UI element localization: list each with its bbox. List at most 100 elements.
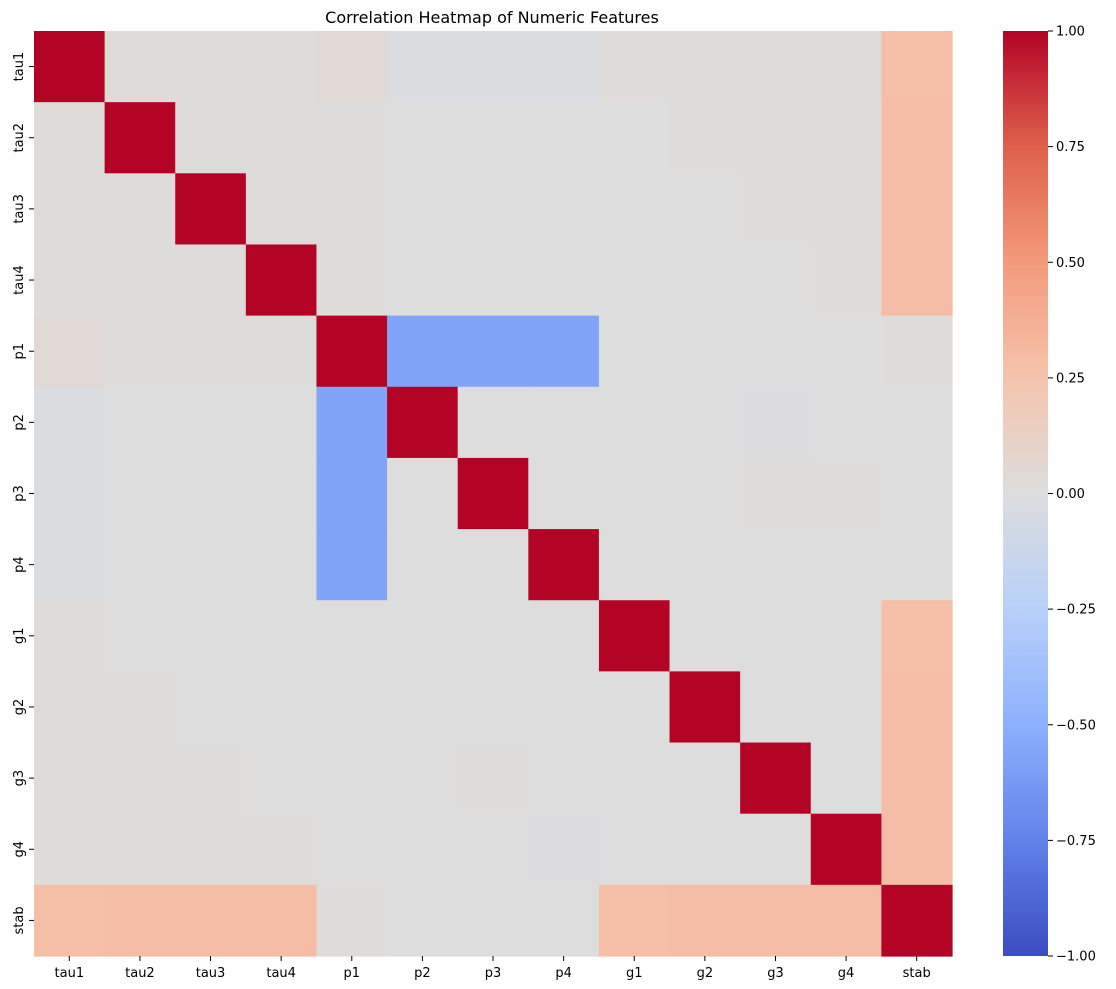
colorbar: 1.00 0.75 0.50 0.25 0.00 −0.25 −0.50 −0.75 −1.00 <box>1003 25 1096 965</box>
y-tick-label-p4: p4 <box>12 556 27 573</box>
x-tick-label-stab: stab <box>903 966 931 981</box>
y-tick-label-g1: g1 <box>12 628 27 645</box>
heatmap-cell-p3-p3 <box>457 457 529 530</box>
heatmap-cell-p1-tau4 <box>245 315 318 388</box>
colorbar-tick-label: 0.75 <box>1056 140 1085 155</box>
colorbar-tick-label: 0.00 <box>1056 487 1085 502</box>
chart-title: Correlation Heatmap of Numeric Features <box>325 8 659 27</box>
x-tick-label-g3: g3 <box>767 966 784 981</box>
heatmap-cell-p1-g3 <box>740 315 812 388</box>
x-tick-label-tau3: tau3 <box>196 966 226 981</box>
y-axis: tau1 tau2 tau3 tau4 p1 p2 p3 p4 g1 g2 g3 g4 stab <box>12 52 34 934</box>
heatmap-cell-g1-p3 <box>457 600 529 672</box>
heatmap-cell-tau2-tau1 <box>34 102 106 174</box>
heatmap-cell-tau3-g1 <box>598 173 671 246</box>
heatmap-cell-p4-stab <box>881 529 953 601</box>
heatmap-cell-tau1-g3 <box>740 31 812 103</box>
heatmap-cell-g2-g3 <box>740 671 812 744</box>
x-tick-label-g2: g2 <box>697 966 714 981</box>
y-tick-label-g3: g3 <box>12 770 27 787</box>
heatmap-cell-tau1-p2 <box>387 31 459 103</box>
heatmap-cell-g2-tau2 <box>104 671 176 744</box>
heatmap-cell-g4-p4 <box>528 813 600 886</box>
heatmap-cell-g3-tau3 <box>175 742 247 815</box>
heatmap-cell-p2-g4 <box>810 386 882 459</box>
heatmap-cell-p3-tau1 <box>34 457 106 530</box>
heatmap-cell-p1-p1 <box>316 315 388 388</box>
heatmap-cell-tau3-p1 <box>316 173 388 246</box>
heatmap-cell-g4-stab <box>881 813 953 886</box>
heatmap-cell-tau2-stab <box>881 102 953 174</box>
x-tick-label-tau1: tau1 <box>55 966 85 981</box>
heatmap-cell-g4-g1 <box>598 813 671 886</box>
heatmap-cell-p4-tau3 <box>175 529 247 601</box>
heatmap-cell-p4-tau1 <box>34 529 106 601</box>
heatmap-cell-tau1-g1 <box>598 31 671 103</box>
y-tick-label-tau4: tau4 <box>12 265 27 295</box>
heatmap-cell-p1-g1 <box>598 315 671 388</box>
heatmap-cell-g4-g4 <box>810 813 882 886</box>
heatmap-cell-g3-tau1 <box>34 742 106 815</box>
heatmap-cell-p3-g1 <box>598 457 671 530</box>
y-tick-label-tau1: tau1 <box>12 52 27 82</box>
heatmap-cell-p2-tau2 <box>104 386 176 459</box>
heatmap-cell-g3-stab <box>881 742 953 815</box>
colorbar-tick-label: −0.25 <box>1056 603 1096 618</box>
heatmap-cell-g2-p1 <box>316 671 388 744</box>
heatmap-cell-g3-g3 <box>740 742 812 815</box>
heatmap-cell-g1-p2 <box>387 600 459 672</box>
colorbar-tick-label: 0.25 <box>1056 371 1085 386</box>
heatmap-cell-tau3-tau4 <box>245 173 318 246</box>
heatmap-cell-stab-p3 <box>457 884 529 957</box>
heatmap-cell-p4-g4 <box>810 529 882 601</box>
heatmap-cell-g3-g2 <box>669 742 741 815</box>
heatmap-cell-g4-tau4 <box>245 813 318 886</box>
heatmap-cell-p4-tau4 <box>245 529 318 601</box>
heatmap-cell-p3-p2 <box>387 457 459 530</box>
heatmap-cell-g4-p3 <box>457 813 529 886</box>
heatmap-cell-p1-tau1 <box>34 315 106 388</box>
heatmap-cell-p4-g3 <box>740 529 812 601</box>
heatmap-cell-g4-p2 <box>387 813 459 886</box>
heatmap-cell-tau1-g4 <box>810 31 882 103</box>
heatmap-cell-tau1-tau4 <box>245 31 318 103</box>
heatmap-cell-p1-g4 <box>810 315 882 388</box>
heatmap-cell-g3-p1 <box>316 742 388 815</box>
heatmap-cell-tau3-g2 <box>669 173 741 246</box>
heatmap-cell-p1-stab <box>881 315 953 388</box>
heatmap-cell-g4-g3 <box>740 813 812 886</box>
x-tick-label-tau4: tau4 <box>266 966 296 981</box>
heatmap-cell-stab-stab <box>881 884 953 957</box>
heatmap-cell-tau1-p4 <box>528 31 600 103</box>
heatmap-cell-tau4-tau3 <box>175 244 247 317</box>
heatmap-cell-p3-tau3 <box>175 457 247 530</box>
heatmap-cells <box>34 31 953 957</box>
y-tick-label-tau3: tau3 <box>12 194 27 224</box>
heatmap-cell-p2-p4 <box>528 386 600 459</box>
heatmap-cell-p3-tau2 <box>104 457 176 530</box>
heatmap-cell-g3-g4 <box>810 742 882 815</box>
heatmap-cell-g1-stab <box>881 600 953 672</box>
heatmap-cell-g3-p4 <box>528 742 600 815</box>
heatmap-cell-tau4-tau2 <box>104 244 176 317</box>
heatmap-cell-tau3-tau2 <box>104 173 176 246</box>
heatmap-cell-stab-tau1 <box>34 884 106 957</box>
heatmap-cell-p4-p3 <box>457 529 529 601</box>
heatmap-cell-p3-g4 <box>810 457 882 530</box>
colorbar-gradient <box>1003 31 1048 956</box>
colorbar-tick-label: −0.75 <box>1056 834 1096 849</box>
x-tick-label-tau2: tau2 <box>125 966 155 981</box>
heatmap-cell-p3-g3 <box>740 457 812 530</box>
heatmap-cell-p2-tau1 <box>34 386 106 459</box>
heatmap-cell-tau4-g4 <box>810 244 882 317</box>
y-tick-label-p2: p2 <box>12 414 27 431</box>
heatmap-cell-g3-g1 <box>598 742 671 815</box>
heatmap-cell-p3-tau4 <box>245 457 318 530</box>
heatmap-cell-p2-p1 <box>316 386 388 459</box>
heatmap-cell-g1-g3 <box>740 600 812 672</box>
heatmap-cell-p2-g1 <box>598 386 671 459</box>
heatmap-cell-p2-g2 <box>669 386 741 459</box>
heatmap-cell-g1-tau3 <box>175 600 247 672</box>
heatmap-cell-stab-tau2 <box>104 884 176 957</box>
heatmap-cell-g1-p1 <box>316 600 388 672</box>
